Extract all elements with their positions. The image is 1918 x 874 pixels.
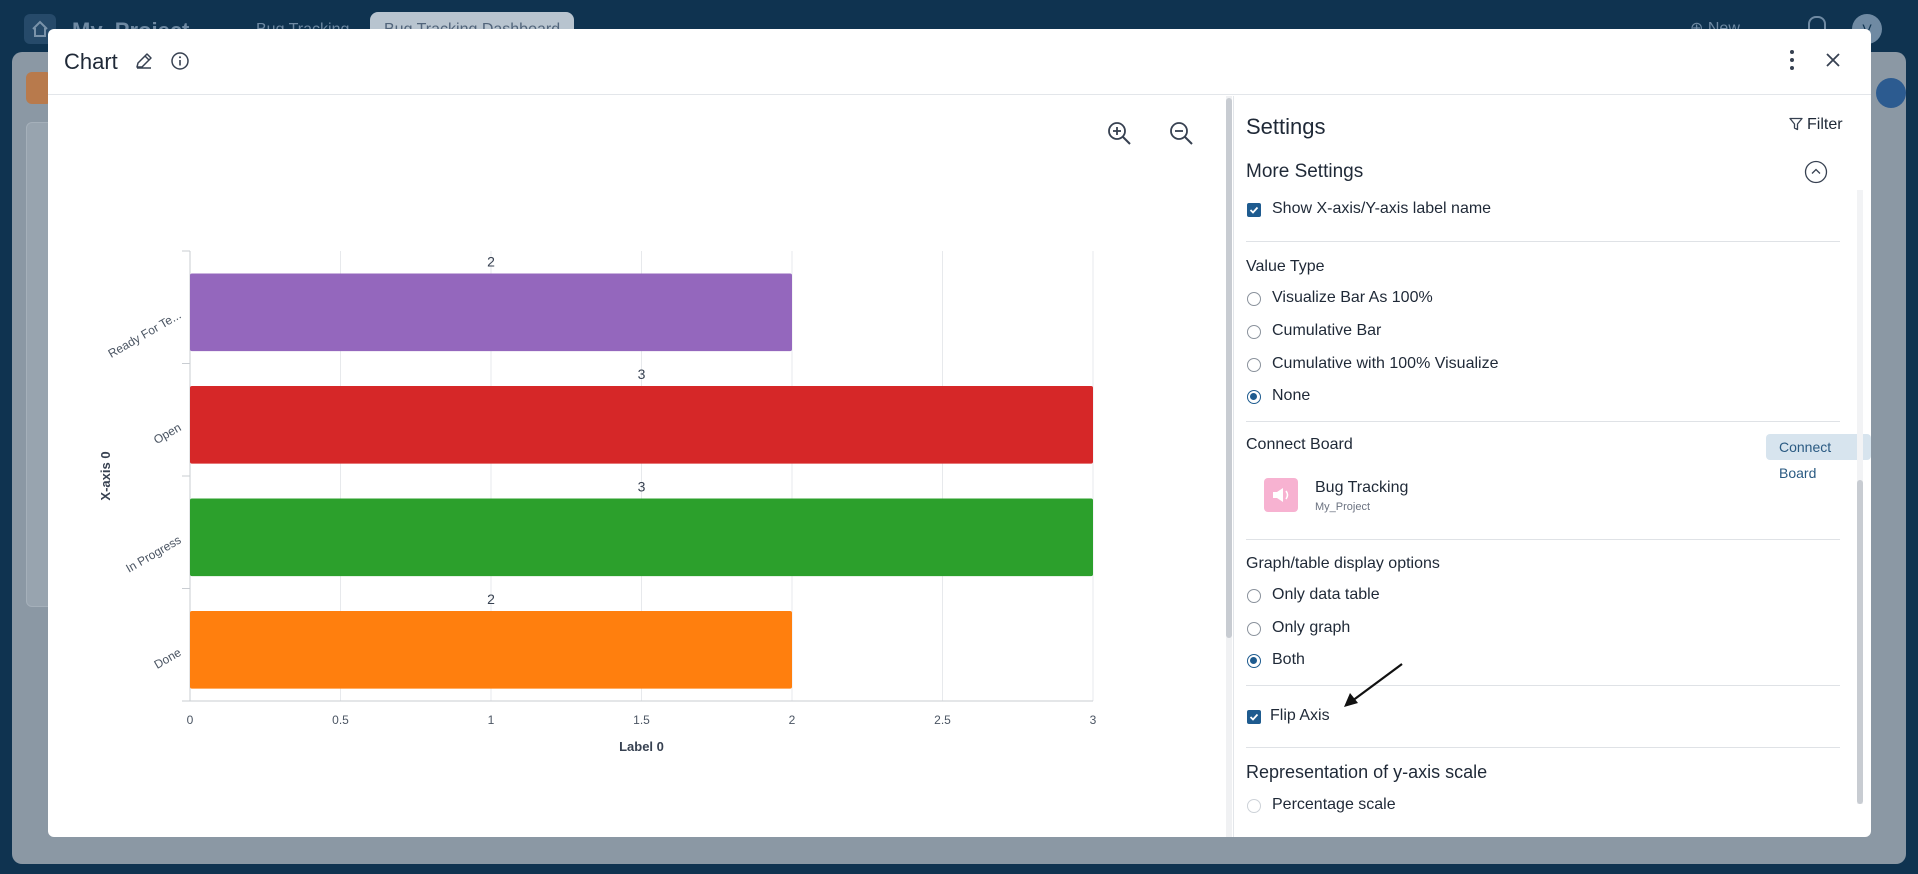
zoom-out-icon[interactable] [1168,120,1194,151]
divider [1246,421,1840,422]
radio-both[interactable] [1247,654,1261,668]
radio-only-data-table[interactable] [1247,589,1261,603]
y-tick-label: Open [151,420,183,447]
radio-only-graph[interactable] [1247,622,1261,636]
x-tick-label: 0.5 [332,713,349,727]
connect-board-button[interactable]: Connect Board [1766,434,1871,481]
bar [190,610,792,689]
board-project: My_Project [1315,501,1371,513]
divider [1246,685,1840,686]
radio-only-graph-label: Only graph [1272,619,1351,636]
y-tick-label: In Progress [123,533,183,576]
x-tick-label: 0 [187,713,194,727]
radio-visualize-100[interactable] [1247,292,1261,306]
value-type-heading: Value Type [1246,258,1325,275]
data-label: 2 [487,591,495,607]
show-label-name-checkbox[interactable] [1247,203,1261,217]
radio-cumulative-bar-label: Cumulative Bar [1272,322,1382,339]
y-tick-label: Done [152,645,184,672]
y-axis-title: X-axis 0 [98,451,113,500]
radio-cumulative-bar[interactable] [1247,325,1261,339]
megaphone-icon [1264,478,1298,512]
radio-cumulative-100[interactable] [1247,358,1261,372]
more-vertical-icon[interactable] [1788,49,1796,76]
show-label-name-label: Show X-axis/Y-axis label name [1272,200,1492,217]
data-label: 2 [487,253,495,269]
bar [190,385,1093,464]
radio-percentage-scale-label: Percentage scale [1272,796,1396,813]
settings-panel: Settings Filter More Settings Show X-axi… [1233,96,1871,837]
filter-icon [1789,117,1803,131]
more-settings-heading: More Settings [1246,161,1364,182]
flip-axis-label: Flip Axis [1270,707,1330,724]
settings-scrollbar-thumb[interactable] [1857,480,1863,804]
chart-modal: Chart 0 0.5 1 1.5 2 2.5 3 2 Ready For Te... 3 Open… [48,29,1871,837]
chart-pane: 0 0.5 1 1.5 2 2.5 3 2 Ready For Te... 3 Open 3 In Pr… [48,96,1228,837]
radio-both-label: Both [1272,651,1305,668]
modal-title: Chart [64,49,118,74]
x-tick-label: 2.5 [934,713,951,727]
annotation-arrow-icon [1344,663,1403,707]
info-icon[interactable] [170,51,190,76]
radio-cumulative-100-label: Cumulative with 100% Visualize [1272,355,1499,372]
x-axis-title: Label 0 [619,739,664,754]
x-tick-label: 1.5 [633,713,650,727]
chevron-up-circle-icon[interactable] [1804,160,1828,189]
x-tick-label: 3 [1090,713,1097,727]
y-scale-heading: Representation of y-axis scale [1246,762,1488,782]
radio-visualize-100-label: Visualize Bar As 100% [1272,289,1433,306]
y-tick-label: Ready For Te... [106,308,184,361]
modal-header: Chart [48,29,1871,95]
x-tick-label: 1 [488,713,495,727]
fab-icon [1876,78,1906,108]
divider [1246,241,1840,242]
display-options-heading: Graph/table display options [1246,555,1440,572]
bar-chart: 0 0.5 1 1.5 2 2.5 3 2 Ready For Te... 3 Open 3 In Pr… [98,250,1097,754]
radio-percentage-scale[interactable] [1247,799,1261,813]
bar [190,498,1093,577]
radio-only-data-table-label: Only data table [1272,586,1380,603]
flip-axis-checkbox[interactable] [1247,710,1261,724]
divider [1246,539,1840,540]
close-icon[interactable] [1824,51,1842,74]
divider [1246,747,1840,748]
zoom-in-icon[interactable] [1106,120,1132,151]
chart-scrollbar-thumb[interactable] [1226,98,1232,638]
filter-button[interactable]: Filter [1789,116,1843,134]
x-tick-label: 2 [789,713,796,727]
bar [190,273,792,352]
connect-board-heading: Connect Board [1246,436,1353,453]
edit-icon[interactable] [134,51,154,76]
filter-label: Filter [1807,116,1843,133]
board-name[interactable]: Bug Tracking [1315,479,1409,496]
data-label: 3 [638,478,646,494]
radio-none[interactable] [1247,390,1261,404]
app-logo-icon [26,72,52,104]
settings-title: Settings [1246,114,1326,139]
data-label: 3 [638,366,646,382]
radio-none-label: None [1272,387,1311,404]
